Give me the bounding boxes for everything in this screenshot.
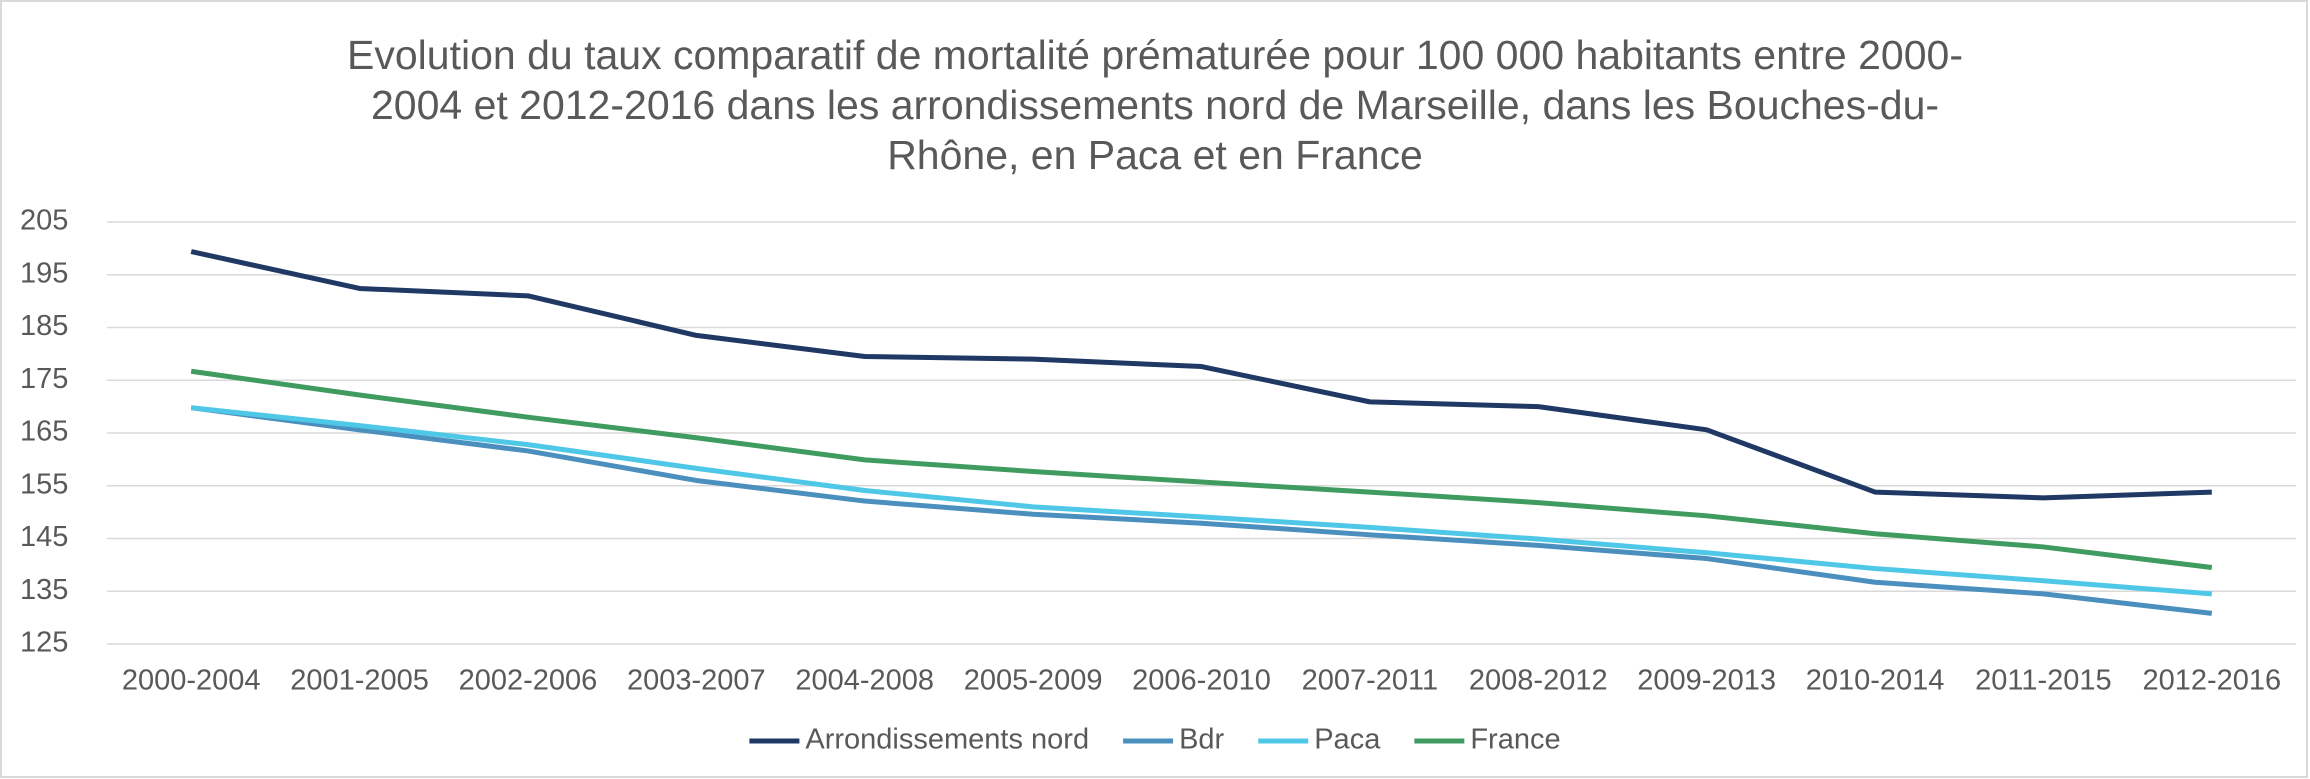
x-tick-label: 2000-2004	[122, 665, 261, 697]
line-series	[190, 405, 2213, 616]
y-tick-label: 165	[20, 416, 68, 448]
x-tick-label: 2007-2011	[1302, 665, 1439, 697]
chart-title: Evolution du taux comparatif de mortalit…	[347, 32, 1963, 178]
x-tick-label: 2009-2013	[1637, 665, 1776, 697]
x-tick-label: 2012-2016	[2142, 665, 2281, 697]
x-tick-label: 2001-2005	[290, 665, 429, 697]
y-tick-label: 125	[20, 627, 68, 659]
x-tick-label: 2002-2006	[459, 665, 598, 697]
line-series	[190, 368, 2213, 570]
legend-label: Paca	[1314, 724, 1381, 756]
x-tick-label: 2004-2008	[795, 665, 934, 697]
x-tick-label: 2003-2007	[627, 665, 766, 697]
y-tick-label: 135	[20, 574, 68, 606]
legend-label: Bdr	[1179, 724, 1224, 756]
y-tick-label: 195	[20, 257, 68, 289]
y-tick-label: 155	[20, 468, 68, 500]
x-tick-label: 2010-2014	[1806, 665, 1945, 697]
x-tick-label: 2011-2015	[1975, 665, 2112, 697]
y-tick-label: 175	[20, 363, 68, 395]
x-tick-label: 2008-2012	[1469, 665, 1608, 697]
y-tick-label: 185	[20, 310, 68, 342]
legend-label: France	[1470, 724, 1560, 756]
legend-label: Arrondissements nord	[805, 724, 1089, 756]
x-tick-label: 2005-2009	[964, 665, 1103, 697]
x-tick-label: 2006-2010	[1132, 665, 1271, 697]
y-tick-label: 205	[20, 205, 68, 237]
line-series	[190, 405, 2213, 597]
y-tick-label: 145	[20, 521, 68, 553]
line-series	[190, 249, 2212, 501]
